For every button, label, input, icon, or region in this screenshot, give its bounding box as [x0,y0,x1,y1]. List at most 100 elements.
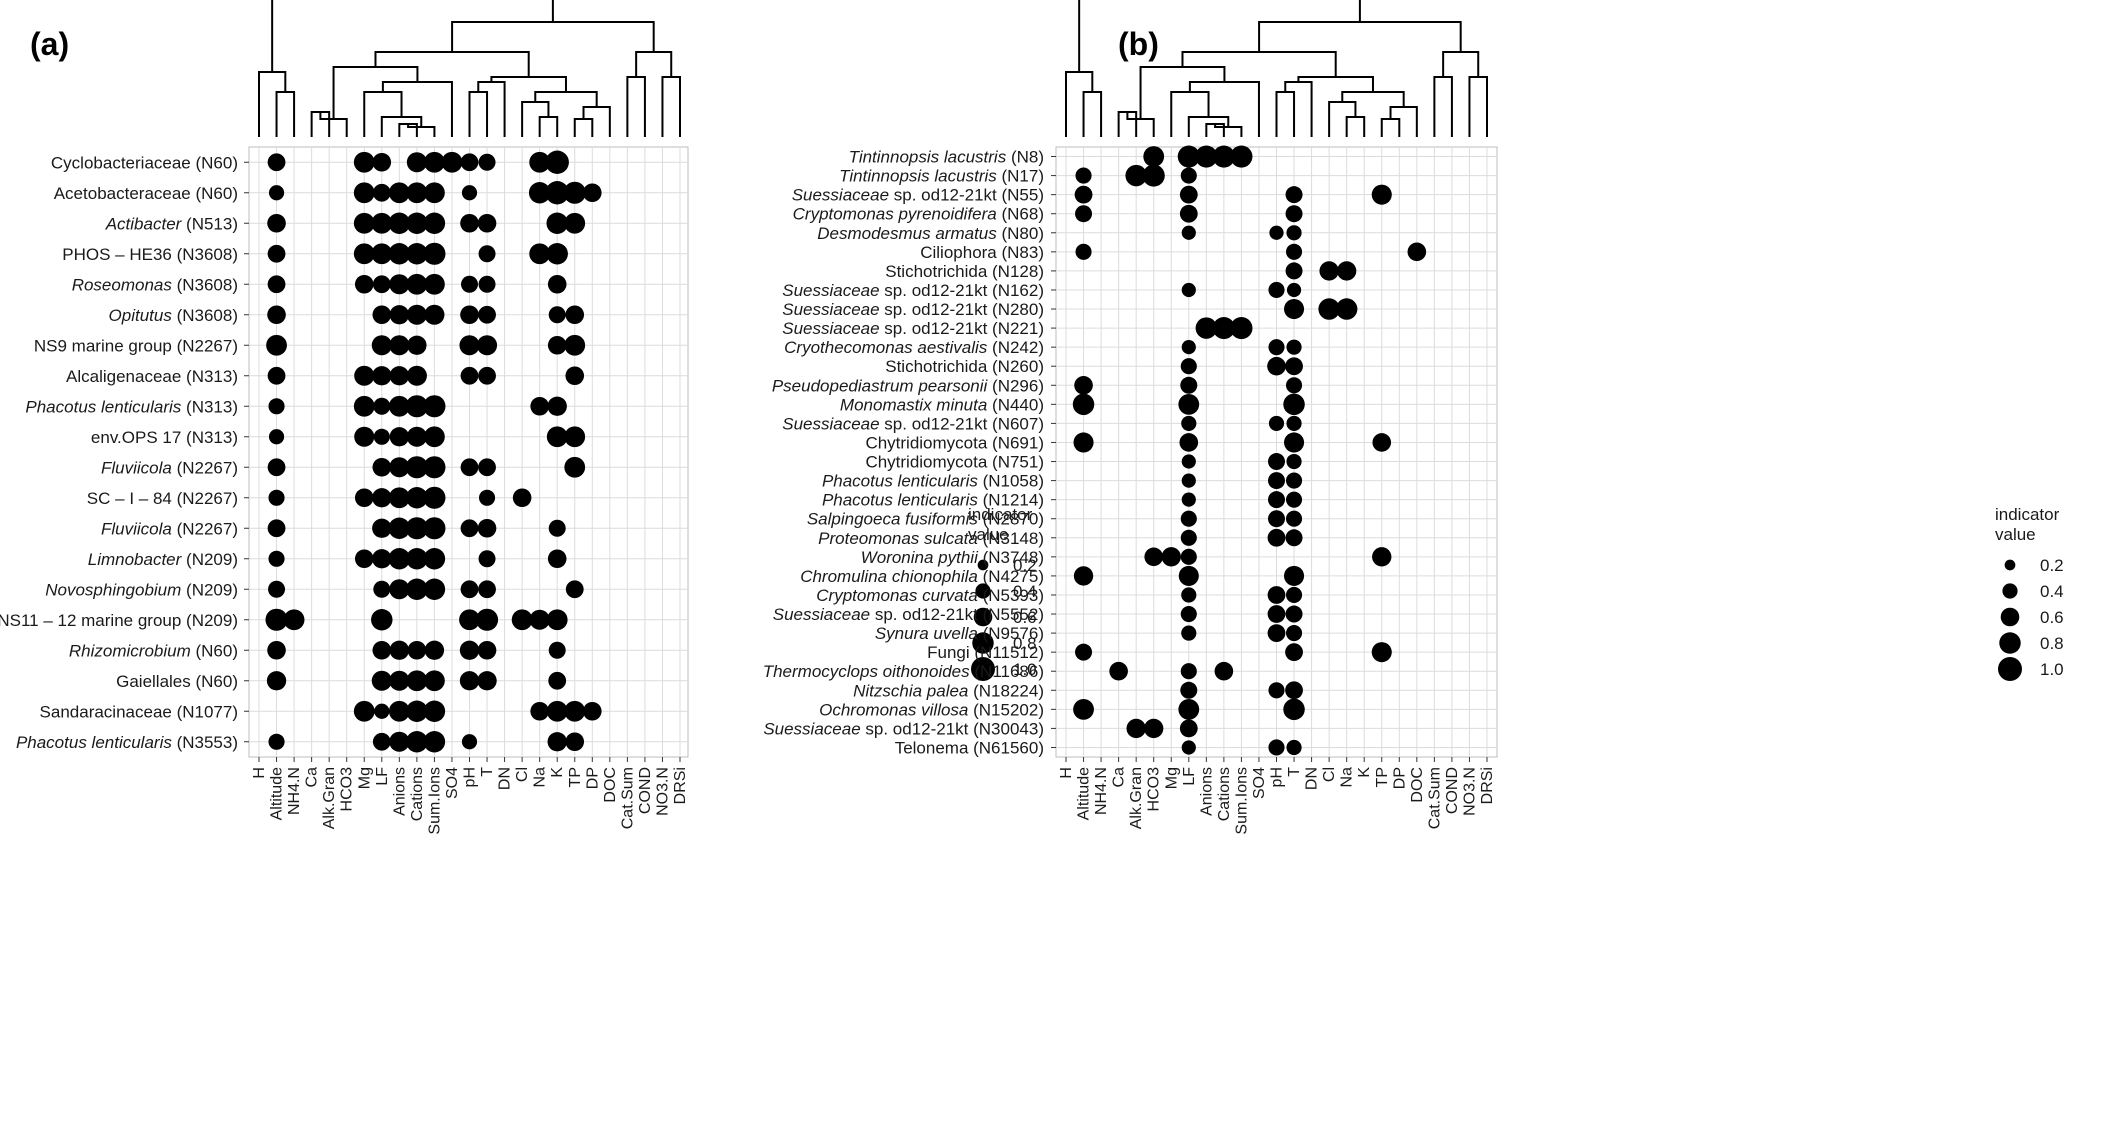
x-tick-label: DP [584,767,601,789]
x-tick-label: LF [1181,767,1198,786]
indicator-point [1285,643,1303,662]
legend-label: 1.0 [1013,660,1037,679]
x-tick-label: Mg [1163,767,1180,789]
indicator-point [423,700,446,722]
row-label: Chytridiomycota (N751) [865,453,1044,472]
row-label: NS11 – 12 marine group (N209) [0,611,238,630]
x-tick-label: Anions [391,767,408,816]
row-label: Suessiaceae sp. od12-21kt (N607) [782,414,1044,433]
indicator-point [1268,510,1285,528]
indicator-point [477,518,497,538]
indicator-point [530,701,549,721]
indicator-point [564,334,586,356]
indicator-point [283,609,305,631]
indicator-point [1144,718,1164,739]
indicator-point [1075,205,1093,223]
indicator-point [1284,565,1305,586]
indicator-point [1181,340,1196,355]
indicator-point [478,580,496,599]
indicator-point [1180,167,1197,184]
indicator-point [1181,454,1196,469]
indicator-point [388,395,410,417]
indicator-point [1286,225,1302,241]
indicator-point [460,305,479,325]
row-label: Rhizomicrobium (N60) [69,641,238,660]
indicator-point [388,243,411,265]
x-tick-label: TP [1374,767,1391,787]
indicator-point [1285,625,1303,642]
row-label: Phacotus lenticularis (N3553) [16,733,238,752]
indicator-point [460,580,479,599]
indicator-point [478,305,496,324]
indicator-point [388,182,410,204]
indicator-point [1285,529,1303,547]
indicator-point [547,335,567,355]
indicator-point [1180,548,1197,565]
indicator-point [478,275,496,293]
indicator-point [477,213,497,233]
indicator-point [1195,317,1218,339]
indicator-point [1285,586,1303,604]
indicator-point [546,243,568,265]
indicator-point [407,335,427,355]
indicator-point [459,609,480,631]
indicator-point [1181,282,1196,298]
indicator-point [423,242,446,265]
indicator-point [1286,739,1302,756]
indicator-point [389,731,410,752]
x-tick-label: Na [532,767,549,788]
indicator-point [406,670,428,692]
legend-label: 0.2 [1013,556,1037,575]
indicator-point [1407,242,1427,262]
indicator-point [548,306,566,324]
indicator-point [1180,681,1198,699]
indicator-point [477,671,497,691]
indicator-point [1372,433,1392,452]
indicator-point [1073,698,1094,720]
indicator-point [354,274,374,294]
indicator-point [1178,393,1200,415]
indicator-point [423,517,446,540]
indicator-point [1072,393,1095,416]
indicator-point [547,274,567,294]
indicator-point [511,609,533,631]
row-label: Synura uvella (N9576) [875,624,1044,643]
legend-key [1998,657,2022,681]
row-label: Actibacter (N513) [105,214,238,233]
indicator-point [423,548,446,570]
legend-label: 0.2 [2040,556,2064,575]
indicator-point [478,550,496,568]
row-label: Limnobacter (N209) [88,550,238,569]
panel-label: (b) [1118,26,1159,62]
indicator-point [547,549,567,569]
indicator-point [406,273,428,295]
indicator-point [1371,184,1392,205]
indicator-point [424,640,445,660]
indicator-point [1075,243,1092,260]
indicator-point [267,213,286,233]
indicator-point [423,486,446,509]
indicator-point [1335,298,1358,320]
indicator-point [529,151,551,173]
indicator-point [1285,605,1303,623]
x-tick-label: DOC [602,767,619,803]
row-label: Tintinnopsis lacustris (N17) [839,167,1044,186]
x-tick-label: Mg [356,767,373,789]
indicator-point [478,366,496,385]
indicator-point [388,548,411,570]
row-label: Cyclobacteriaceae (N60) [51,153,238,172]
indicator-point [407,640,427,660]
indicator-point [268,185,285,201]
panel-a: Cyclobacteriaceae (N60) Acetobacteraceae … [0,0,1037,835]
x-tick-label: Anions [1198,767,1215,816]
row-label: Salpingoeca fusiformis (N2870) [807,510,1044,529]
indicator-point [1161,547,1181,567]
indicator-point [371,243,393,265]
indicator-point [372,732,391,751]
indicator-point [1181,740,1196,755]
indicator-point [1269,225,1284,240]
indicator-point [353,700,375,722]
dendrogram [258,0,681,137]
indicator-point [354,426,375,447]
legend-title: indicator [968,505,1033,524]
